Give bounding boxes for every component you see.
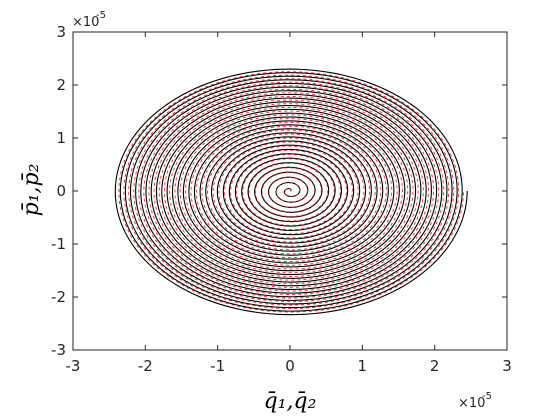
y-tick-label: 2 bbox=[56, 76, 66, 94]
y-axis-label: p̄₁,p̄₂ bbox=[19, 164, 44, 217]
x-tick-label: 2 bbox=[430, 357, 440, 375]
y-exponent-power: -5 bbox=[96, 10, 106, 21]
y-tick-label: 1 bbox=[56, 129, 66, 147]
x-axis-label: q̄₁,q̄₂ bbox=[264, 389, 317, 414]
x-tick-label: -1 bbox=[210, 357, 225, 375]
series-line-1 bbox=[118, 71, 465, 313]
x-tick-label: 3 bbox=[502, 357, 512, 375]
series-line-0 bbox=[114, 68, 468, 316]
y-tick-label: -1 bbox=[51, 235, 66, 253]
x-exponent-base: ×10 bbox=[458, 396, 485, 411]
y-exponent-base: ×10 bbox=[72, 15, 99, 30]
x-tick-label: -3 bbox=[66, 357, 81, 375]
axes bbox=[72, 31, 508, 351]
y-tick-label: -3 bbox=[51, 341, 66, 359]
y-tick-label: -2 bbox=[51, 288, 66, 306]
x-tick-label: -2 bbox=[138, 357, 153, 375]
y-tick-labels: -3 -2 -1 0 1 2 3 bbox=[51, 23, 66, 359]
y-tick-label: 3 bbox=[56, 23, 66, 41]
x-exponent-power: -5 bbox=[482, 391, 492, 402]
x-tick-labels: -3 -2 -1 0 1 2 3 bbox=[66, 357, 512, 375]
y-tick-label: 0 bbox=[56, 182, 66, 200]
x-tick-label: 1 bbox=[358, 357, 368, 375]
x-tick-label: 0 bbox=[285, 357, 295, 375]
plot-area bbox=[114, 68, 468, 316]
